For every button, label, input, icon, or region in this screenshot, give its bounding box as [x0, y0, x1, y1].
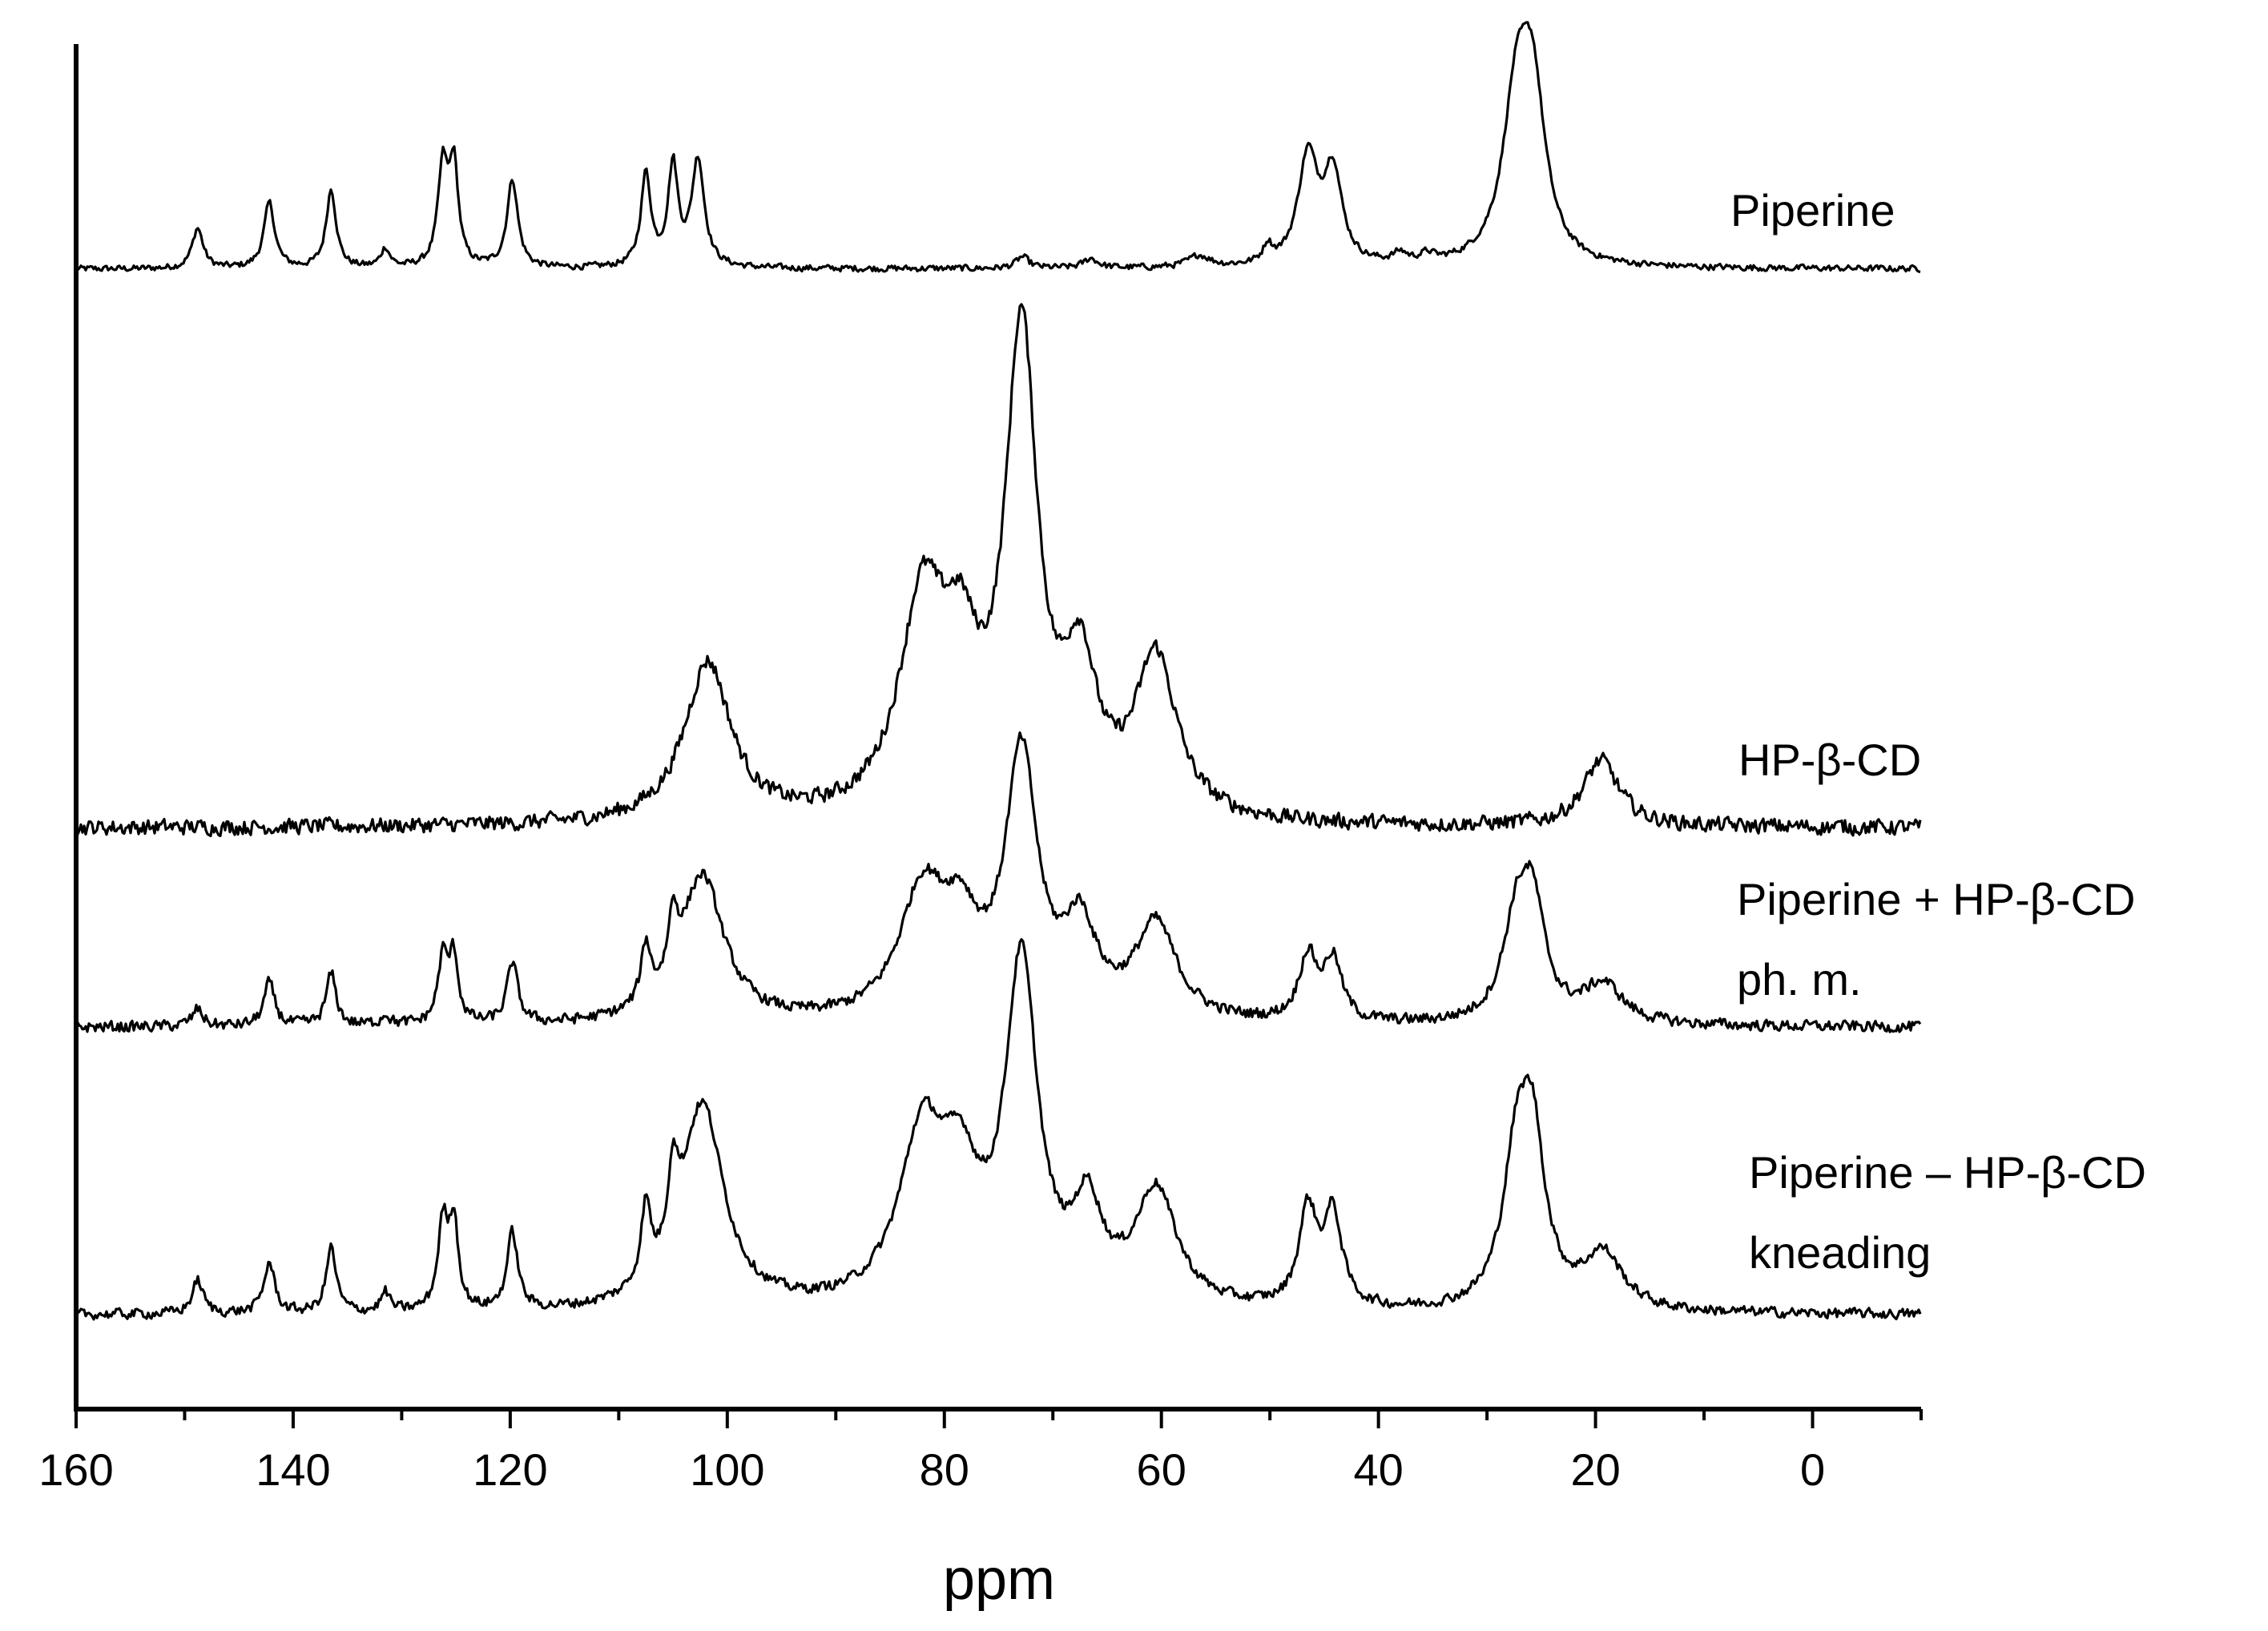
plot-area: 160 140 120 100 80 60 40 20 0 Piperine HP-β-CD Pip…: [38, 21, 2146, 1495]
x-tick-label: 140: [256, 1444, 330, 1495]
x-tick-label: 160: [38, 1444, 113, 1495]
series-label-line: ph. m.: [1737, 954, 1862, 1005]
spectrum-trace-3: [75, 731, 1922, 1033]
series-label-4: Piperine – HP-β-CD kneading: [1749, 1147, 2146, 1278]
x-tick-label: 20: [1570, 1444, 1620, 1495]
series-label-line: Piperine + HP-β-CD: [1737, 874, 2135, 924]
x-tick-label: 120: [473, 1444, 547, 1495]
x-tick-label: 60: [1137, 1444, 1186, 1495]
spectrum-trace-1: [75, 21, 1921, 273]
spectrum-trace-4: [75, 938, 1922, 1321]
x-tick-label: 100: [690, 1444, 764, 1495]
series-label-line: Piperine – HP-β-CD: [1749, 1147, 2146, 1198]
series-label-line: kneading: [1749, 1227, 1931, 1278]
x-tick-label: 80: [920, 1444, 969, 1495]
spectrum-traces: [75, 21, 1922, 1321]
x-tick-label: 40: [1353, 1444, 1403, 1495]
series-label-line: Piperine: [1730, 185, 1895, 236]
series-label-3: Piperine + HP-β-CD ph. m.: [1737, 874, 2135, 1005]
spectrum-trace-2: [75, 303, 1922, 838]
x-axis-title: ppm: [943, 1548, 1055, 1612]
x-axis-ticks: 160 140 120 100 80 60 40 20 0: [38, 1409, 1923, 1495]
x-tick-label: 0: [1800, 1444, 1825, 1495]
series-label-2: HP-β-CD: [1738, 735, 1921, 785]
series-label-1: Piperine: [1730, 185, 1895, 236]
series-label-line: HP-β-CD: [1738, 735, 1921, 785]
